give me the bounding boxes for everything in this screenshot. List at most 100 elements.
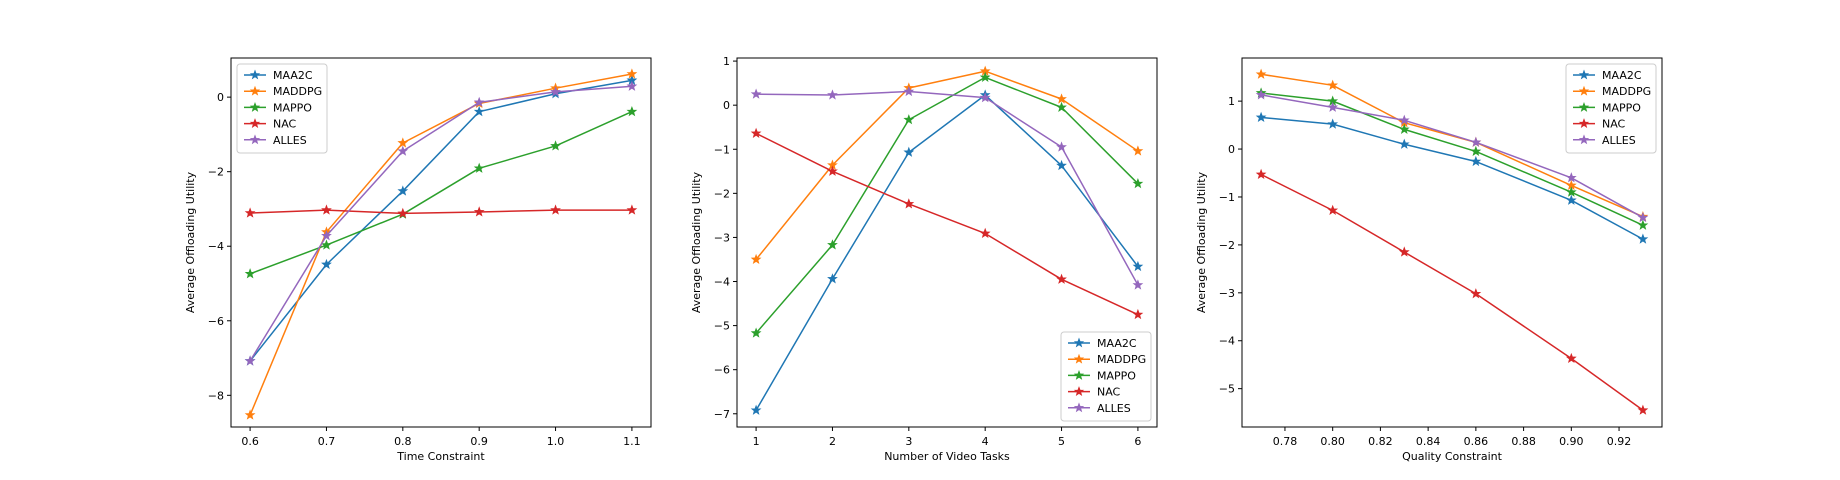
legend-entry-mappo: MAPPO [1068,369,1136,382]
legend-label: MAPPO [273,101,312,114]
chart-quality-constraint: 0.78 0.80 0.82 0.84 0.86 0.88 0.90 0.92 −5 −4 −3 −2… [1195,57,1663,463]
y-axis-label: Average Offloading Utility [184,171,197,313]
x-tick-label: 0.80 [1320,435,1345,448]
legend-entry-alles: ALLES [244,134,307,147]
series-alles [1255,89,1649,223]
legend-entry-mappo: MAPPO [244,101,312,114]
data-point-nac-1 [1327,204,1339,215]
data-point-nac-2 [1398,246,1410,257]
data-point-nac-0 [750,127,762,138]
data-point-alles-1 [827,89,838,100]
x-tick-label: 3 [905,435,912,448]
data-point-mappo-5 [626,106,638,117]
y-tick-label: 0 [723,99,730,112]
data-point-alles-3 [1470,136,1482,147]
legend-marker [249,134,261,145]
series-line-mappo [755,76,1139,335]
data-point-alles-1 [1327,101,1339,112]
legend-frame [1060,331,1152,422]
x-tick-label: 1.1 [623,435,641,448]
series-mappo [1255,87,1649,230]
y-tick-label: −6 [714,364,730,377]
x-axis-label: Number of Video Tasks [884,450,1010,463]
x-tick-label: 0.9 [470,435,488,448]
data-point-maa2c-1 [321,258,332,270]
data-point-maddpg-0 [750,253,762,265]
series-line-mappo [249,110,633,275]
y-tick-label: −1 [714,143,730,156]
data-point-maa2c-5 [1637,233,1649,244]
series-line-nac [755,132,1139,316]
legend-marker [1578,69,1590,80]
legend-marker [1073,337,1085,348]
data-point-nac-2 [903,198,915,209]
x-tick-label: 0.88 [1511,435,1536,448]
legend-label: MADDPG [273,85,322,98]
data-point-mappo-5 [1132,177,1144,189]
legend-marker [249,118,261,129]
series-line-maa2c [1260,116,1644,241]
x-axis-label: Quality Constraint [1402,450,1503,463]
series-nac [750,127,1144,320]
data-point-mappo-3 [1470,145,1482,157]
x-axis-label: Time Constraint [396,450,485,463]
data-point-alles-4 [1056,141,1067,152]
data-point-nac-4 [1565,352,1577,364]
data-point-nac-4 [1056,273,1067,284]
legend-label: MAA2C [273,69,313,82]
data-point-alles-0 [750,88,762,99]
series-alles [750,85,1144,290]
series-mappo [750,71,1144,338]
legend-entry-maa2c: MAA2C [244,69,313,82]
x-tick-label: 6 [1134,435,1141,448]
y-tick-label: 1 [1228,95,1235,108]
chart-video-tasks: 1 2 3 4 5 6 −7 −6 −5 −4 −3 −2 −1 0 1 Number of Video Ta… [690,55,1158,463]
legend-label: MAA2C [1602,69,1642,82]
data-point-mappo-2 [903,114,915,125]
data-point-nac-0 [1255,168,1267,180]
data-point-mappo-4 [550,140,561,151]
legend-marker [1578,85,1590,96]
series-alles [244,80,638,366]
data-point-nac-5 [1132,308,1144,320]
data-point-maddpg-1 [1327,79,1339,90]
y-tick-label: −8 [208,389,224,402]
data-point-maddpg-4 [1056,93,1067,104]
series-line-alles [1260,94,1644,219]
data-point-nac-3 [1470,288,1482,299]
y-tick-label: −1 [1219,191,1235,204]
legend-entry-maa2c: MAA2C [1573,69,1642,82]
data-point-mappo-0 [750,327,762,338]
axes-frame [1241,57,1663,428]
data-point-maa2c-3 [1470,155,1482,167]
legend-entry-maa2c: MAA2C [1068,337,1137,350]
y-tick-label: −6 [208,315,224,328]
data-point-maa2c-5 [1132,260,1144,272]
series-line-maa2c [755,94,1139,412]
data-point-alles-3 [473,96,485,107]
legend-entry-nac: NAC [1573,118,1626,131]
x-tick-label: 0.7 [318,435,336,448]
y-tick-label: −4 [1219,335,1235,348]
series-line-maddpg [249,73,633,417]
data-point-mappo-1 [321,239,332,250]
legend-label: NAC [1097,386,1121,399]
data-point-mappo-3 [979,71,991,82]
legend-marker [1073,402,1085,413]
x-tick-label: 0.6 [241,435,259,448]
x-tick-label: 1 [753,435,760,448]
legend-marker [249,85,261,96]
y-tick-label: −2 [1219,239,1235,252]
x-tick-label: 0.8 [394,435,412,448]
data-point-maa2c-2 [1398,138,1410,149]
legend-entry-alles: ALLES [1573,134,1636,147]
data-point-nac-5 [626,204,638,215]
y-tick-label: 1 [723,55,730,68]
data-point-alles-5 [1637,211,1649,223]
x-tick-label: 2 [829,435,836,448]
legend-label: MADDPG [1097,353,1146,366]
chart-time-constraint: 0.6 0.7 0.8 0.9 1.0 1.1 −8 −6 −4 −2 0 Time Constrai… [184,57,652,463]
series-line-alles [249,85,633,363]
x-tick-label: 4 [982,435,989,448]
